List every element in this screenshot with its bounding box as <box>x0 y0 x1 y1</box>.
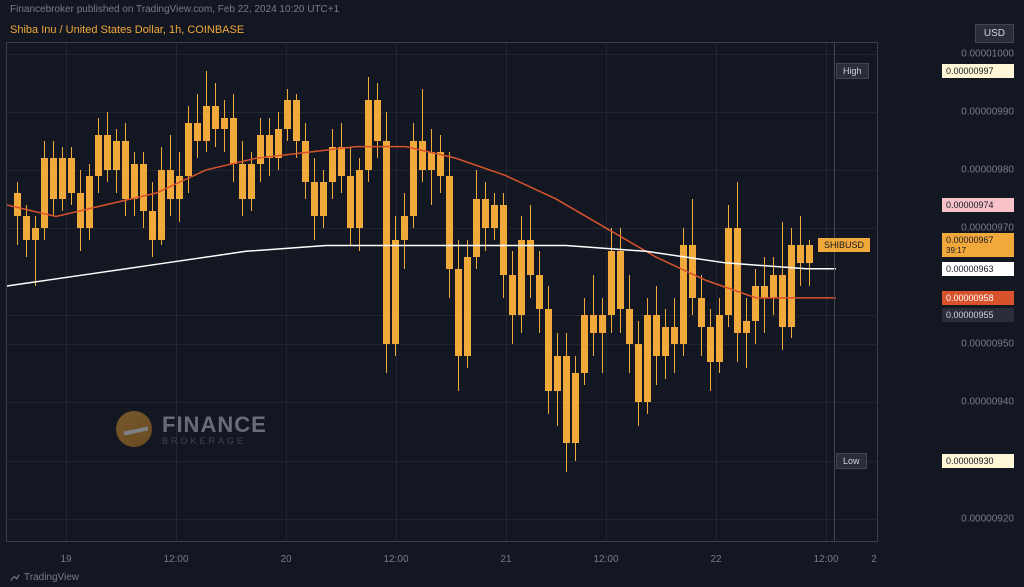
symbol-badge: SHIBUSD <box>818 238 870 252</box>
y-axis[interactable]: USD 0.000010000.000009900.000009800.0000… <box>878 42 1018 542</box>
footer: TradingView <box>10 572 79 583</box>
y-tick-label: 0.00000950 <box>961 339 1014 350</box>
watermark-title: FINANCE <box>162 412 267 438</box>
y-tick-label: 0.00000920 <box>961 513 1014 524</box>
y-tick-label: 0.00000990 <box>961 106 1014 117</box>
x-tick-label: 12:00 <box>593 554 618 565</box>
x-tick-label: 21 <box>500 554 511 565</box>
chart-area[interactable]: FINANCE BROKERAGE <box>6 42 878 542</box>
price-tag: 0.00000963 <box>942 262 1014 276</box>
y-tick-label: 0.00001000 <box>961 48 1014 59</box>
watermark: FINANCE BROKERAGE <box>116 411 267 447</box>
tradingview-icon <box>10 573 20 583</box>
x-tick-label: 22 <box>710 554 721 565</box>
high-value: 0.00000997 <box>942 64 1014 78</box>
finance-brokerage-icon <box>116 411 152 447</box>
y-tick-label: 0.00000970 <box>961 223 1014 234</box>
footer-text: TradingView <box>24 572 79 583</box>
x-axis[interactable]: 19 12:00 20 12:00 21 12:00 22 12:00 2 <box>6 545 878 565</box>
publish-info: Financebroker published on TradingView.c… <box>10 4 339 15</box>
x-tick-label: 20 <box>280 554 291 565</box>
x-tick-label: 12:00 <box>383 554 408 565</box>
y-axis-header: USD <box>975 24 1014 43</box>
price-tag: 0.00000958 <box>942 291 1014 305</box>
x-tick-label: 12:00 <box>813 554 838 565</box>
low-value: 0.00000930 <box>942 454 1014 468</box>
price-tag: 0.00000955 <box>942 308 1014 322</box>
pair-label: Shiba Inu / United States Dollar, 1h, CO… <box>10 24 244 36</box>
price-tag: 0.00000974 <box>942 198 1014 212</box>
high-tag: High <box>836 63 869 79</box>
x-tick-label: 12:00 <box>163 554 188 565</box>
y-tick-label: 0.00000940 <box>961 397 1014 408</box>
price-tag: 0.0000096739:17 <box>942 233 1014 257</box>
low-tag: Low <box>836 453 867 469</box>
x-tick-label: 19 <box>60 554 71 565</box>
x-tick-label: 2 <box>871 554 877 565</box>
chart-frame <box>6 42 878 542</box>
y-tick-label: 0.00000980 <box>961 164 1014 175</box>
